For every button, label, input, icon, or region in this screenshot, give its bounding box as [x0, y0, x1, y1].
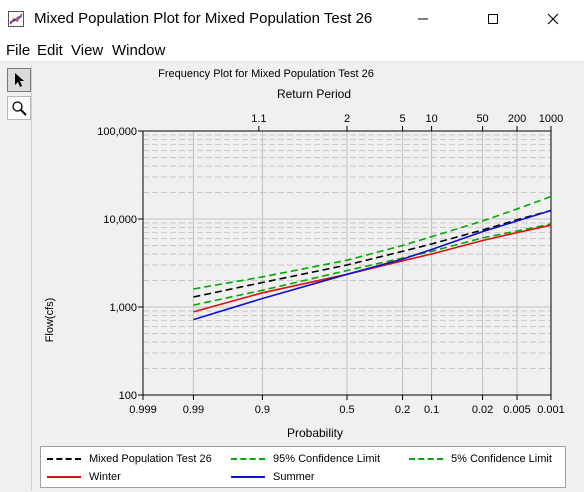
legend-item-mixed-population: Mixed Population Test 26 — [47, 451, 212, 467]
series-line-2 — [193, 223, 552, 306]
frequency-chart[interactable]: Frequency Plot for Mixed Population Test… — [34, 64, 582, 444]
title-bar: Mixed Population Plot for Mixed Populati… — [0, 0, 584, 38]
top-tick-label: 10 — [425, 113, 437, 125]
series-line-1 — [193, 195, 552, 290]
legend-item-summer: Summer — [231, 469, 315, 485]
y-tick-label: 100 — [119, 390, 137, 402]
top-tick-label: 1.1 — [251, 113, 266, 125]
x-tick-label: 0.001 — [537, 404, 565, 416]
legend-swatch — [231, 476, 265, 478]
legend-swatch — [47, 458, 81, 460]
x-tick-label: 0.99 — [183, 404, 204, 416]
legend-item-winter: Winter — [47, 469, 121, 485]
arrow-pointer-icon — [15, 73, 24, 87]
legend-label: Winter — [89, 471, 121, 483]
legend-swatch — [47, 476, 81, 478]
magnifier-icon — [12, 101, 27, 116]
legend-swatch — [231, 458, 265, 460]
y-tick-label: 1,000 — [109, 302, 137, 314]
menu-file[interactable]: File — [6, 42, 31, 59]
window-title: Mixed Population Plot for Mixed Populati… — [34, 10, 373, 27]
menu-view[interactable]: View — [71, 42, 104, 59]
y-tick-label: 10,000 — [103, 214, 137, 226]
select-tool-button[interactable] — [7, 68, 31, 92]
legend-item-95-confidence: 95% Confidence Limit — [231, 451, 380, 467]
x-tick-label: 0.1 — [424, 404, 439, 416]
x-tick-label: 0.02 — [472, 404, 493, 416]
top-tick-label: 50 — [476, 113, 488, 125]
top-tick-label: 5 — [399, 113, 405, 125]
toolbox — [4, 66, 32, 490]
top-axis-label: Return Period — [277, 87, 351, 101]
x-tick-label: 0.2 — [395, 404, 410, 416]
legend-item-5-confidence: 5% Confidence Limit — [409, 451, 552, 467]
x-tick-label: 0.005 — [503, 404, 531, 416]
series-line-4 — [193, 209, 552, 321]
x-tick-label: 0.5 — [339, 404, 354, 416]
top-tick-label: 2 — [344, 113, 350, 125]
zoom-tool-button[interactable] — [7, 96, 31, 120]
x-tick-label: 0.999 — [129, 404, 157, 416]
x-tick-label: 0.9 — [255, 404, 270, 416]
legend-swatch — [409, 458, 443, 460]
close-icon — [547, 13, 559, 25]
legend-label: Summer — [273, 471, 315, 483]
plot-panel: Frequency Plot for Mixed Population Test… — [34, 64, 582, 490]
menu-window[interactable]: Window — [112, 42, 166, 59]
close-button[interactable] — [530, 0, 576, 38]
chart-title: Frequency Plot for Mixed Population Test… — [158, 68, 374, 80]
top-tick-label: 200 — [508, 113, 526, 125]
maximize-button[interactable] — [470, 0, 516, 38]
menu-bar: File Edit View Window — [0, 38, 584, 62]
legend-label: Mixed Population Test 26 — [89, 453, 212, 465]
maximize-icon — [488, 14, 498, 24]
chart-legend: Mixed Population Test 26 95% Confidence … — [40, 446, 566, 488]
series-line-3 — [193, 224, 552, 313]
minimize-icon — [418, 18, 428, 20]
legend-label: 5% Confidence Limit — [451, 453, 552, 465]
menu-edit[interactable]: Edit — [37, 42, 63, 59]
top-tick-label: 1000 — [539, 113, 563, 125]
minimize-button[interactable] — [400, 0, 446, 38]
legend-label: 95% Confidence Limit — [273, 453, 381, 465]
y-axis-label: Flow(cfs) — [44, 298, 56, 343]
y-tick-label: 100,000 — [97, 126, 137, 138]
chart-window-icon — [8, 11, 24, 27]
x-axis-label: Probability — [287, 426, 343, 440]
